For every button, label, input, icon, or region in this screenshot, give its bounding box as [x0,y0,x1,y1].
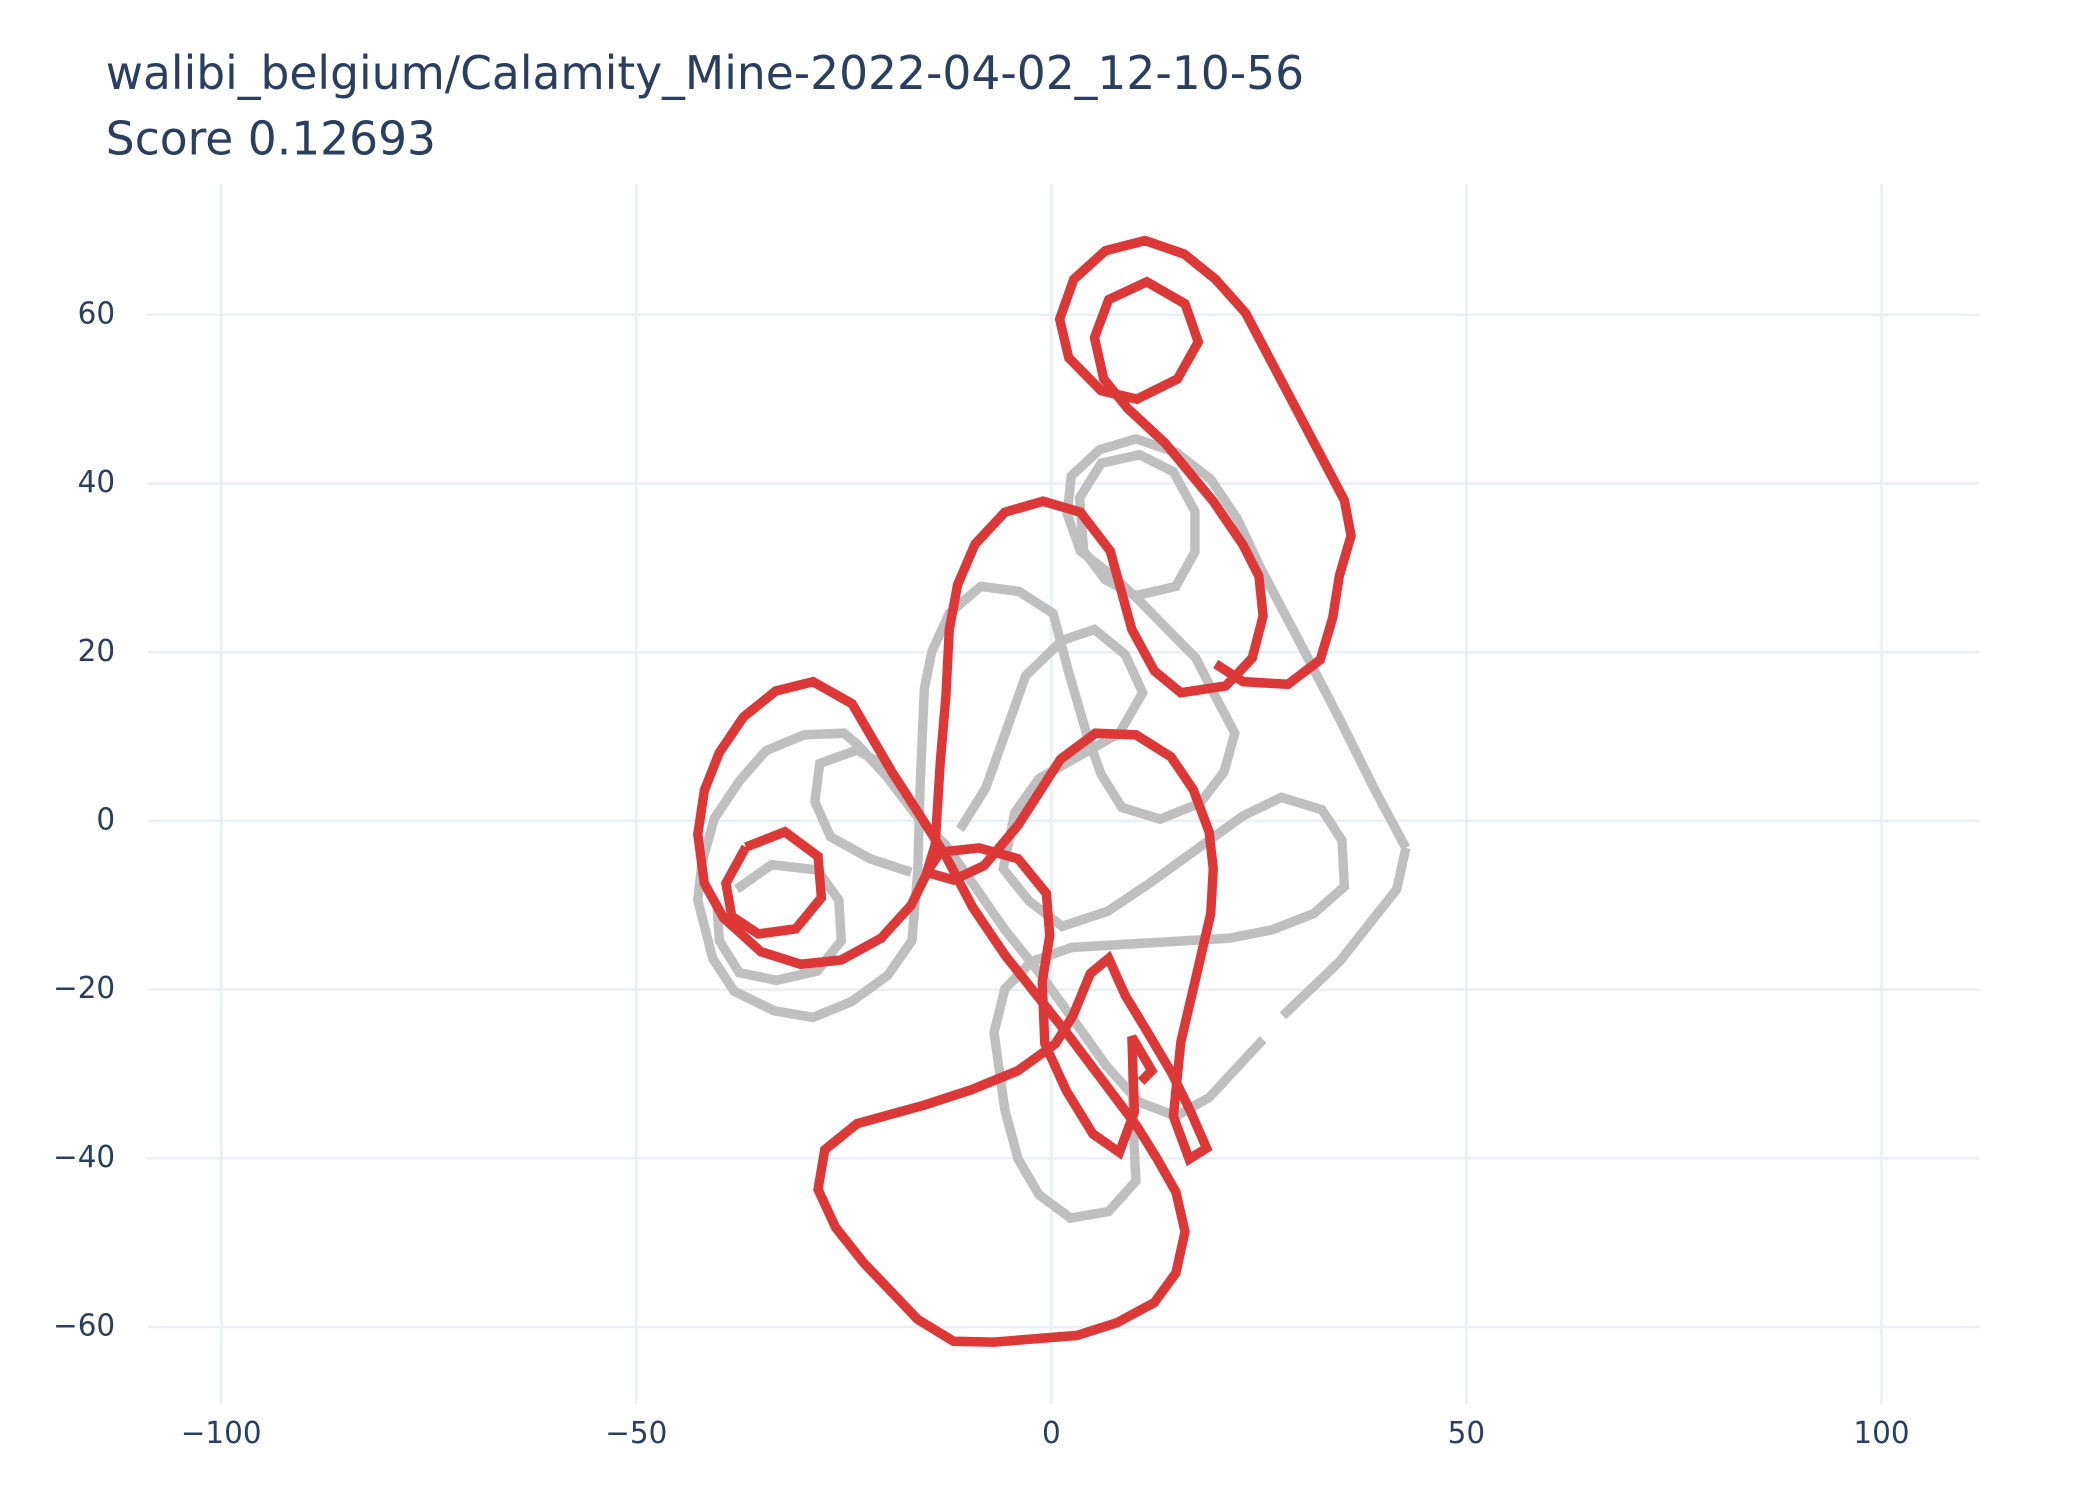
x-tick-label: 100 [1853,1416,1909,1451]
x-tick-label: 0 [1042,1416,1061,1451]
x-tick-label: −50 [605,1416,667,1451]
x-tick-label: 50 [1448,1416,1485,1451]
x-tick-label: −100 [181,1416,262,1451]
y-tick-label: 40 [78,465,115,500]
trajectory-line [693,235,1356,1347]
chart-title: walibi_belgium/Calamity_Mine-2022-04-02_… [106,46,1304,100]
trajectory-line [693,433,1411,1224]
y-tick-label: −40 [53,1140,115,1175]
y-tick-label: 60 [78,296,115,331]
y-tick-label: −20 [53,971,115,1006]
y-tick-label: 20 [78,634,115,669]
y-tick-label: 0 [96,802,115,837]
chart-subtitle: Score 0.12693 [106,111,436,165]
y-tick-label: −60 [53,1308,115,1343]
